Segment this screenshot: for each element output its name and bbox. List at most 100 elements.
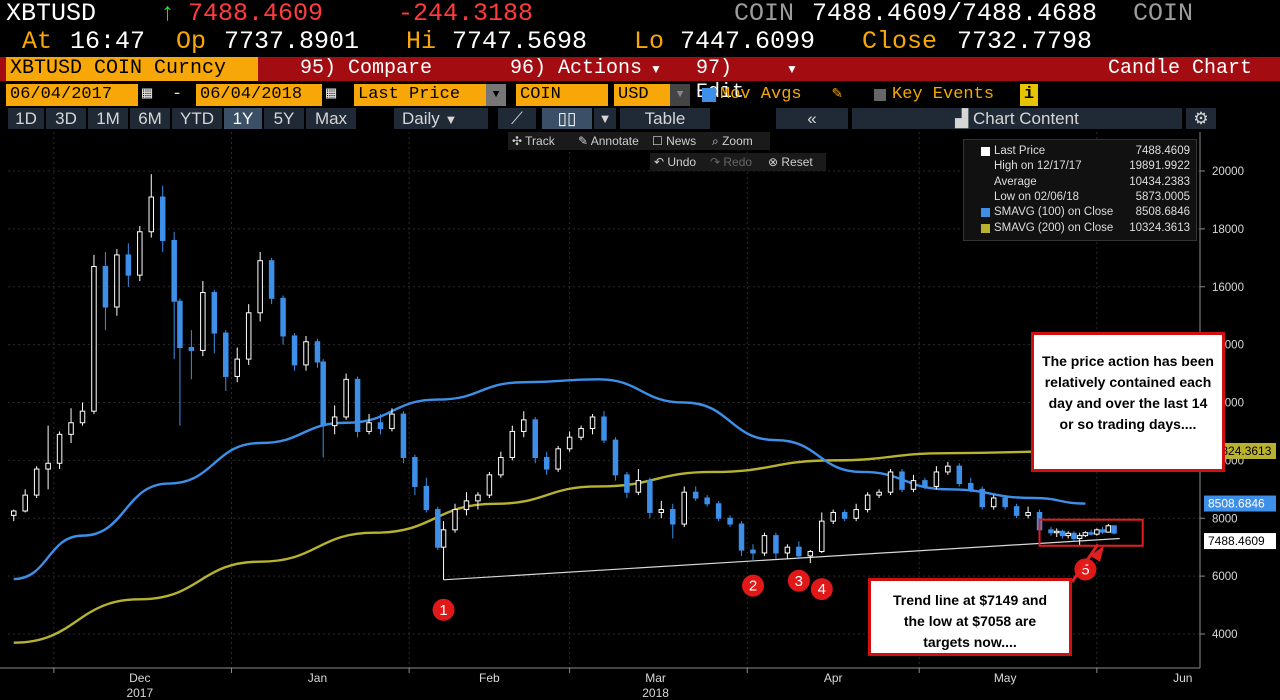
period-1d-button[interactable]: 1D xyxy=(8,108,44,129)
legend-row[interactable]: Average 10434.2383 xyxy=(964,175,1196,190)
candle-body xyxy=(761,535,768,554)
legend-row[interactable]: Last Price 7488.4609 xyxy=(964,144,1196,159)
security-field[interactable]: XBTUSD COIN Curncy xyxy=(6,57,258,81)
last-price-tag-bg xyxy=(1204,533,1276,550)
date-separator: - xyxy=(172,85,183,104)
undo-button[interactable]: ↶ Undo xyxy=(650,153,706,171)
candle-body xyxy=(1025,511,1031,516)
period-ytd-button[interactable]: YTD xyxy=(172,108,222,129)
trend-line xyxy=(443,537,1120,581)
candle-body xyxy=(612,439,619,476)
checkbox-checked-icon[interactable] xyxy=(702,88,716,102)
candle-body xyxy=(933,471,940,487)
candle-body xyxy=(343,378,349,418)
candle-chart-icon[interactable]: ▯▯ xyxy=(542,108,592,129)
end-date-field[interactable]: 06/04/2018 xyxy=(196,84,322,106)
track-label: Track xyxy=(525,134,555,148)
period-5y-button[interactable]: 5Y xyxy=(264,108,304,129)
period-1m-button[interactable]: 1M xyxy=(88,108,128,129)
legend-row[interactable]: Low on 02/06/18 5873.0005 xyxy=(964,190,1196,205)
candle-body xyxy=(33,468,40,496)
mov-avgs-toggle[interactable]: Mov Avgs xyxy=(720,85,802,104)
redo-button[interactable]: ↷ Redo xyxy=(706,153,764,171)
chart-type-title: Candle Chart xyxy=(1108,57,1253,80)
pencil-icon[interactable]: ✎ xyxy=(832,85,843,104)
calendar-icon[interactable]: ▦ xyxy=(142,85,153,104)
candle-body xyxy=(245,312,252,360)
candle-body xyxy=(22,494,28,512)
candle-body xyxy=(784,546,791,554)
sma100-line xyxy=(13,378,1086,581)
candle-body xyxy=(853,509,859,519)
chevron-down-icon[interactable]: ▼ xyxy=(670,84,690,106)
legend-row[interactable]: High on 12/17/17 19891.9922 xyxy=(964,159,1196,174)
chart-content-button[interactable]: ▟ Chart Content xyxy=(852,108,1182,129)
legend-row[interactable]: SMAVG (100) on Close 8508.6846 xyxy=(964,205,1196,220)
candle-body xyxy=(114,254,120,308)
candle-body xyxy=(887,471,894,493)
candle-body xyxy=(647,480,653,513)
candle-body xyxy=(521,419,527,432)
candle-body xyxy=(670,509,676,525)
legend-swatch xyxy=(981,162,990,171)
chevron-down-icon[interactable]: ▼ xyxy=(486,84,506,106)
header-row-quote: XBTUSD xyxy=(6,0,96,28)
candles xyxy=(10,174,1117,580)
gear-icon[interactable]: ⚙ xyxy=(1186,108,1216,129)
candle-body xyxy=(498,456,504,476)
reset-button[interactable]: ⊗ Reset xyxy=(764,153,826,171)
start-date-field[interactable]: 06/04/2017 xyxy=(6,84,138,106)
table-button[interactable]: Table xyxy=(620,108,710,129)
candle-body xyxy=(171,239,177,302)
line-chart-icon[interactable]: ⟋ xyxy=(498,108,536,129)
candle-body xyxy=(223,332,229,377)
price-field-select[interactable]: Last Price xyxy=(354,84,488,106)
legend-value: 10434.2383 xyxy=(1129,175,1190,188)
frequency-select[interactable]: Daily ▼ xyxy=(394,108,488,129)
open-label: Op xyxy=(176,27,207,56)
chevron-down-icon[interactable]: ▼ xyxy=(650,62,662,76)
candle-body xyxy=(45,462,51,470)
track-button[interactable]: ✣ Track xyxy=(508,132,574,150)
net-change: -244.3188 xyxy=(398,0,534,28)
x-tick-label: Jan xyxy=(308,671,327,685)
candle-body xyxy=(268,260,275,299)
candle-body xyxy=(91,265,97,412)
period-max-button[interactable]: Max xyxy=(306,108,356,129)
candle-body xyxy=(366,422,372,432)
candle-body xyxy=(1013,506,1020,516)
actions-menu[interactable]: 96) Actions xyxy=(510,57,643,80)
legend-row[interactable]: SMAVG (200) on Close 10324.3613 xyxy=(964,221,1196,236)
info-icon[interactable]: i xyxy=(1020,84,1038,106)
zoom-button[interactable]: ⌕ Zoom xyxy=(708,132,770,150)
candle-body xyxy=(377,422,384,430)
period-1y-button[interactable]: 1Y xyxy=(224,108,262,129)
edit-menu[interactable]: 97) Edit xyxy=(696,57,745,104)
period-6m-button[interactable]: 6M xyxy=(130,108,170,129)
chart-grid xyxy=(8,132,1200,668)
source-field[interactable]: COIN xyxy=(516,84,608,106)
chevron-down-icon[interactable]: ▼ xyxy=(786,62,798,76)
candle-body xyxy=(750,549,756,554)
news-button[interactable]: ☐ News xyxy=(648,132,708,150)
key-events-toggle[interactable]: Key Events xyxy=(892,85,995,104)
annotate-button[interactable]: ✎ Annotate xyxy=(574,132,648,150)
high-label: Hi xyxy=(406,27,437,56)
trend-line-path xyxy=(443,537,1120,581)
legend-swatch xyxy=(981,208,990,218)
y-tick-label: 20000 xyxy=(1212,166,1244,178)
callout-targets: Trend line at $7149 and the low at $7058… xyxy=(868,578,1072,656)
collapse-icon[interactable]: « xyxy=(776,108,848,129)
candle-body xyxy=(819,520,825,553)
chevron-down-icon: ▼ xyxy=(444,112,458,127)
chevron-down-icon[interactable]: ▼ xyxy=(594,108,616,129)
candle-body xyxy=(830,511,836,522)
annotation-markers: 1 2 3 4 5 xyxy=(432,518,1144,621)
currency-field[interactable]: USD xyxy=(614,84,670,106)
compare-menu[interactable]: 95) Compare xyxy=(300,57,433,80)
candle-body xyxy=(1065,532,1071,537)
calendar-icon[interactable]: ▦ xyxy=(326,85,337,104)
period-3d-button[interactable]: 3D xyxy=(46,108,86,129)
candle-body xyxy=(968,483,974,490)
checkbox-unchecked-icon[interactable] xyxy=(874,89,886,101)
